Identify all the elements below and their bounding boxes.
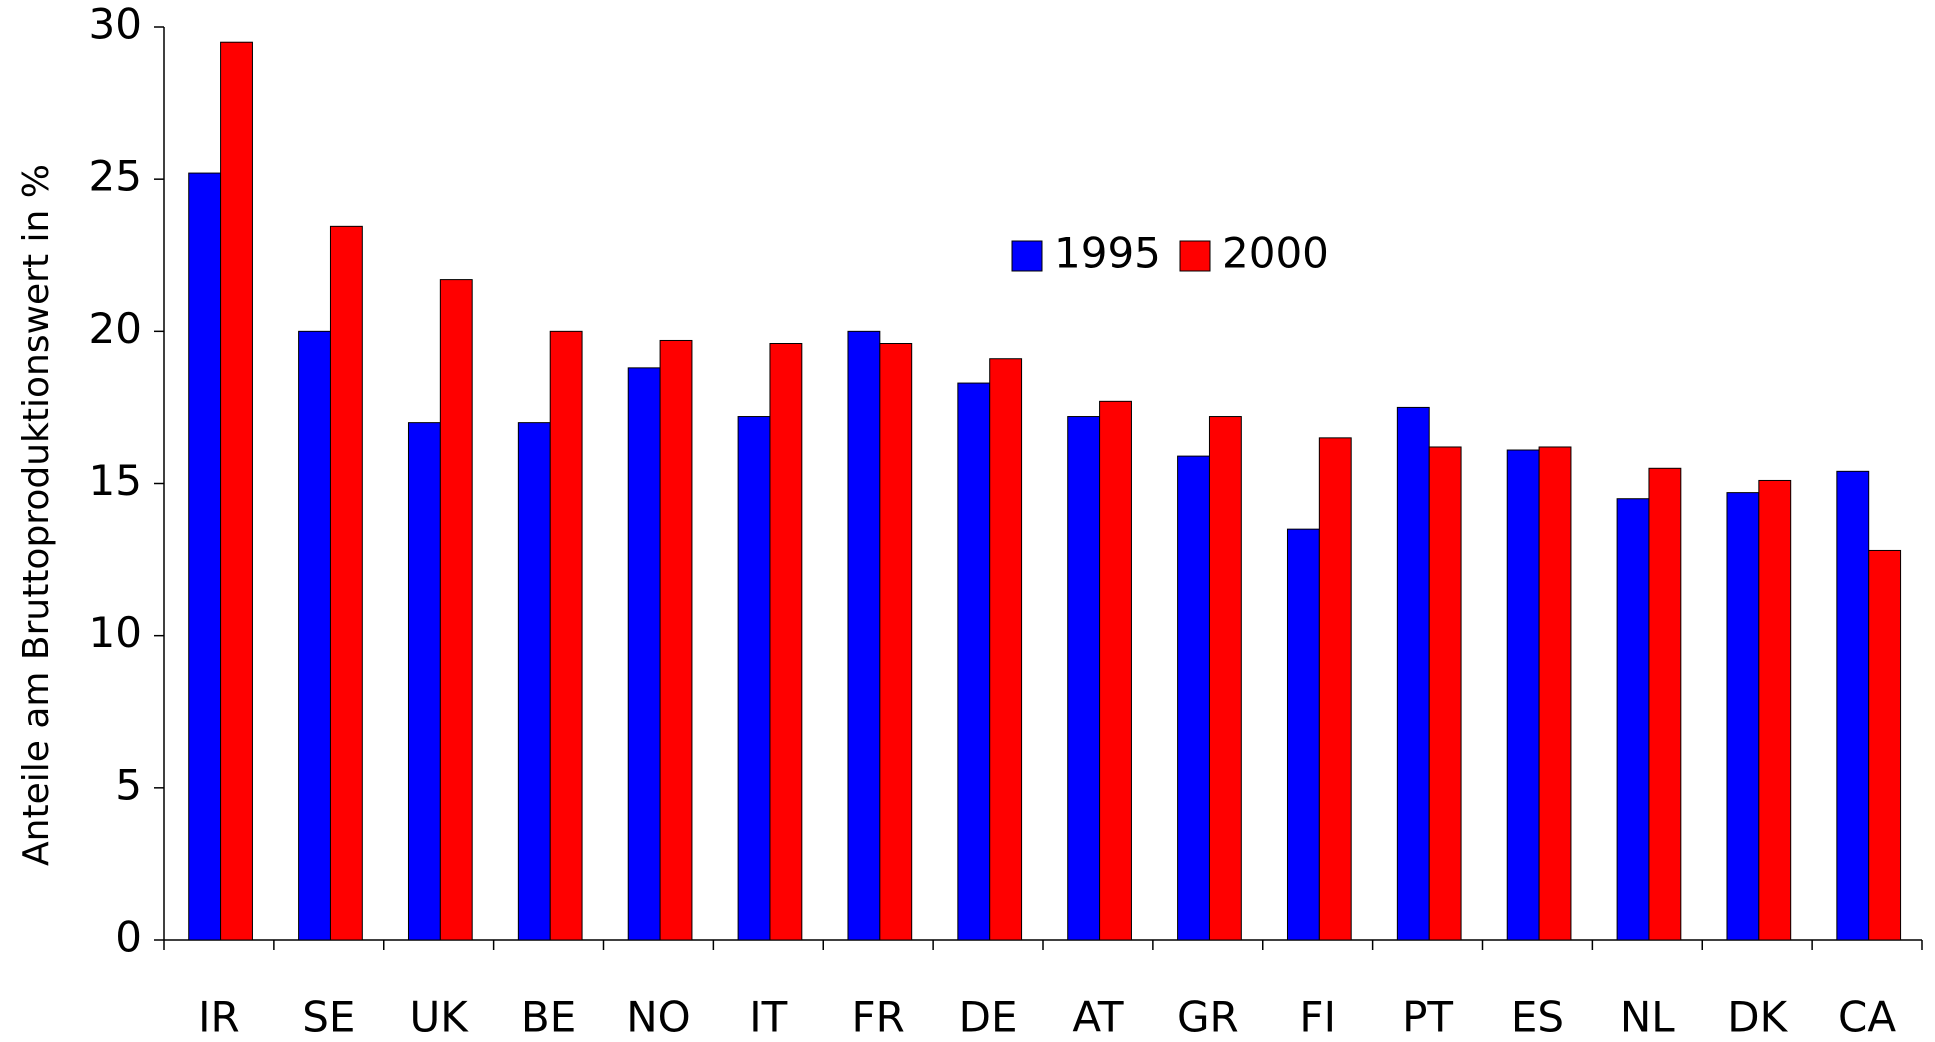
bar — [1726, 492, 1760, 941]
x-tick-label: DK — [1727, 993, 1788, 1042]
bar — [517, 422, 551, 941]
y-tick-label: 10 — [89, 608, 142, 657]
bar — [549, 330, 583, 941]
bar — [329, 225, 363, 941]
bar — [1177, 455, 1210, 941]
y-tick-label: 30 — [89, 0, 142, 49]
bar — [439, 279, 473, 941]
x-tick-label: FI — [1299, 993, 1336, 1042]
bar — [1868, 549, 1902, 941]
bar — [1286, 528, 1320, 941]
y-axis-title: Anteile am Bruttoproduktionswert in % — [16, 164, 57, 866]
x-tick-label: FR — [852, 993, 905, 1042]
bar — [737, 416, 771, 941]
legend-swatch — [1011, 240, 1043, 272]
bar — [1538, 446, 1572, 941]
x-tick-label: IR — [198, 993, 240, 1042]
bar — [298, 330, 331, 941]
y-tick-label: 5 — [115, 760, 142, 809]
x-tick-label: DE — [959, 993, 1018, 1042]
legend-label: 2000 — [1222, 229, 1329, 278]
x-tick-label: UK — [410, 993, 470, 1042]
bar — [1428, 446, 1462, 941]
x-tick-label: PT — [1402, 993, 1453, 1042]
x-tick-label: GR — [1177, 993, 1239, 1042]
x-tick-label: ES — [1511, 993, 1564, 1042]
legend-label: 1995 — [1054, 229, 1161, 278]
y-tick-label: 20 — [89, 304, 142, 353]
x-tick-label: AT — [1072, 993, 1123, 1042]
y-tick-label: 15 — [89, 456, 142, 505]
bar — [1067, 416, 1101, 941]
bar — [1208, 416, 1242, 941]
x-tick-label: SE — [302, 993, 355, 1042]
bar — [989, 358, 1023, 941]
bar — [847, 330, 881, 941]
x-tick-label: NO — [626, 993, 690, 1042]
bar — [957, 382, 991, 941]
bar — [407, 422, 441, 941]
bar — [1648, 467, 1682, 941]
x-tick-label: CA — [1838, 993, 1896, 1042]
bar — [1758, 479, 1792, 941]
bar — [1506, 449, 1540, 941]
x-tick-label: NL — [1620, 993, 1675, 1042]
bar — [627, 367, 661, 941]
bar — [1099, 400, 1132, 941]
bar — [1836, 470, 1870, 941]
bar — [769, 343, 803, 941]
bar — [879, 343, 913, 941]
bar — [1616, 498, 1650, 941]
y-tick-label: 0 — [115, 913, 142, 962]
y-tick-label: 25 — [89, 152, 142, 201]
bar — [1396, 406, 1430, 941]
bar — [188, 172, 222, 941]
bar — [659, 339, 693, 941]
bar — [220, 41, 253, 941]
legend-swatch — [1179, 240, 1211, 272]
x-tick-label: BE — [521, 993, 576, 1042]
x-tick-label: IT — [749, 993, 787, 1042]
bar — [1318, 437, 1352, 941]
